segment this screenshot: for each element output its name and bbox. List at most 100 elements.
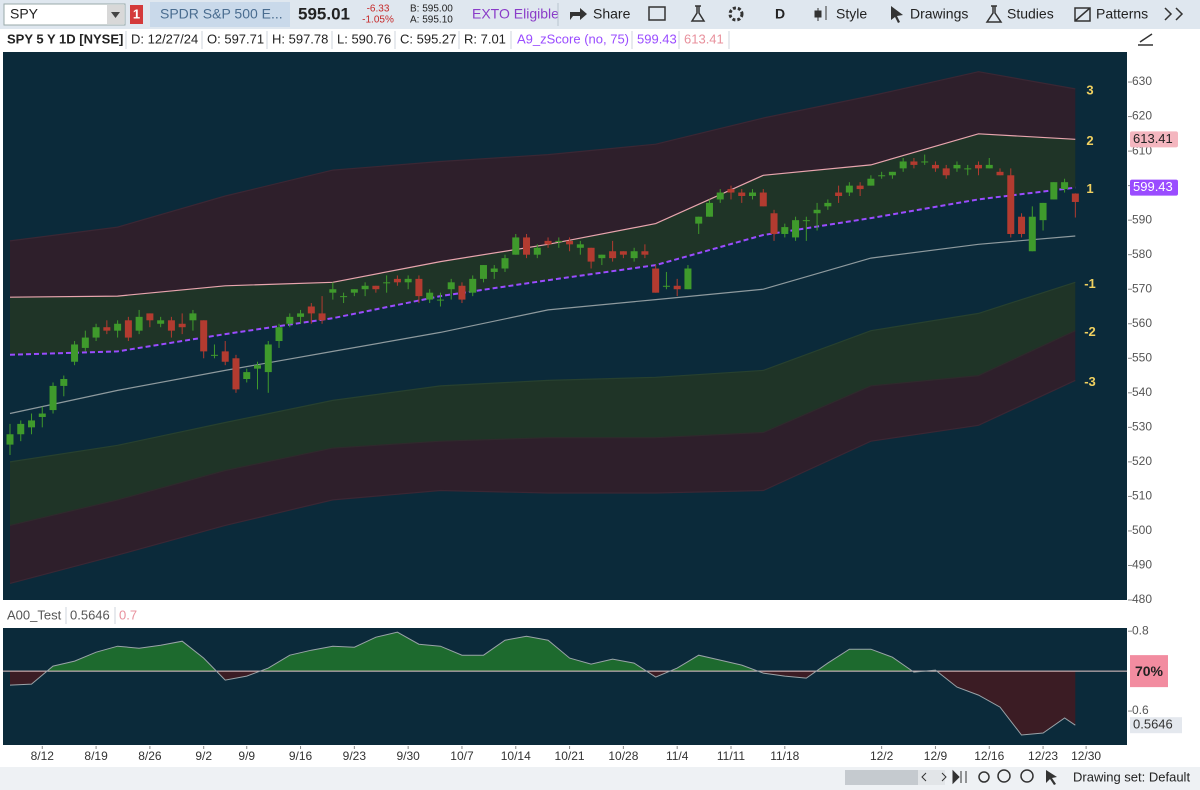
lower-title[interactable]: A00_Test [7, 607, 62, 622]
drawing-set[interactable]: Drawing set: Default [1073, 769, 1190, 784]
candle-body [329, 289, 337, 293]
expand-icon[interactable] [1164, 7, 1184, 21]
playback-icon[interactable] [952, 769, 967, 785]
crosshair-icon[interactable] [978, 771, 990, 783]
study-value: 613.41 [684, 31, 724, 46]
candle-body [157, 320, 165, 324]
value-tag [1130, 131, 1178, 148]
flask-icon[interactable] [690, 5, 706, 22]
settings-icon[interactable] [728, 6, 744, 22]
x-tick-label: 9/30 [396, 749, 420, 763]
candle-body [38, 413, 46, 417]
candle-body [103, 327, 111, 331]
pointer-icon[interactable] [1046, 770, 1057, 785]
x-tick-label: 12/16 [974, 749, 1004, 763]
band-label: -2 [1084, 324, 1096, 339]
scroll-arrows[interactable] [921, 772, 947, 782]
candle-body [436, 299, 444, 301]
candle-body [695, 216, 703, 224]
candle-body [17, 423, 25, 435]
drawings-icon[interactable] [891, 6, 903, 23]
symbol-box[interactable] [3, 3, 126, 26]
ask: A: 595.10 [410, 15, 453, 26]
y-tick-label: 520 [1132, 454, 1152, 468]
threshold-tag [1130, 655, 1168, 688]
candle-body [200, 320, 208, 352]
lower-threshold: 0.7 [119, 607, 137, 622]
exto[interactable]: EXTO Eligible [472, 6, 559, 22]
style[interactable]: Style [836, 6, 867, 22]
candle-body [630, 251, 638, 259]
study-title[interactable]: A9_zScore (no, 75) [517, 31, 629, 46]
band-fill [10, 133, 1076, 355]
badge[interactable]: 1 [133, 6, 140, 21]
snapshot-icon[interactable] [648, 6, 666, 21]
candle-body [28, 420, 36, 428]
y-tick-label: 570 [1132, 281, 1152, 295]
y-tick-label: 560 [1132, 316, 1152, 330]
candle-body [393, 278, 401, 283]
studies-icon[interactable] [985, 5, 1003, 23]
candle-body [845, 185, 853, 193]
y-tick-label: 550 [1132, 350, 1152, 364]
drawings[interactable]: Drawings [910, 6, 968, 22]
axes: 4804905005105205305405505605705805906006… [3, 52, 1200, 766]
candle-body [770, 213, 778, 234]
candle-body [641, 251, 649, 255]
x-tick-label: 12/30 [1071, 749, 1101, 763]
y-tick-label: 480 [1132, 592, 1152, 606]
patterns[interactable]: Patterns [1096, 6, 1148, 22]
style-icon[interactable] [814, 6, 827, 21]
scrollbar-thumb[interactable] [845, 770, 918, 785]
share[interactable]: Share [593, 6, 631, 22]
candle-body [297, 313, 305, 317]
candle-body [404, 278, 412, 283]
candle-body [867, 178, 875, 186]
candle-body [124, 320, 132, 338]
y-tick-label: 0.6 [1132, 703, 1149, 717]
candle-body [490, 268, 498, 272]
candle-body [6, 434, 14, 445]
lower-value: 0.5646 [70, 607, 110, 622]
symbol[interactable]: SPY [10, 6, 39, 22]
candle-body [318, 313, 326, 321]
candle-body [985, 164, 993, 169]
candle-body [533, 247, 541, 255]
x-tick-label: 8/26 [138, 749, 162, 763]
candle-body [544, 240, 552, 245]
candle-body [81, 337, 89, 348]
candle-body [1018, 216, 1026, 234]
aggregation[interactable]: D [775, 6, 785, 22]
candle-body [910, 161, 918, 165]
legend-item: D: 12/27/24 [131, 31, 198, 46]
candle-body [232, 358, 240, 390]
candle-body [275, 327, 283, 342]
bid: B: 595.00 [410, 4, 453, 15]
candle-body [878, 175, 886, 177]
price-axis [1128, 52, 1200, 746]
candle-body [501, 258, 509, 269]
value-tag-label: 0.5646 [1133, 717, 1173, 732]
candle-body [813, 209, 821, 214]
candle-body [652, 268, 660, 293]
studies[interactable]: Studies [1007, 6, 1054, 22]
candle-body [372, 285, 380, 290]
badge-box[interactable] [130, 5, 143, 24]
net-change: -6.33 [367, 4, 390, 15]
zoom-out-icon[interactable] [1020, 769, 1034, 783]
band-fill [10, 330, 1076, 584]
y-tick-label: 530 [1132, 420, 1152, 434]
candle-body [146, 313, 154, 321]
y-tick-label: 490 [1132, 558, 1152, 572]
candle-body [350, 289, 358, 293]
zoom-in-icon[interactable] [997, 769, 1011, 783]
patterns-icon[interactable] [1074, 7, 1091, 22]
desc-box [150, 2, 290, 27]
drawing-tool-icon[interactable] [1138, 33, 1153, 46]
candle-body [1028, 216, 1036, 252]
candle-body [307, 306, 315, 314]
price-plot [6, 71, 1079, 584]
candle-body [555, 240, 563, 242]
share-icon[interactable] [570, 8, 587, 20]
